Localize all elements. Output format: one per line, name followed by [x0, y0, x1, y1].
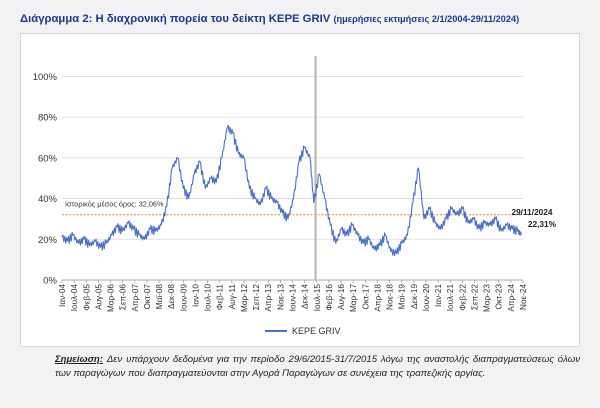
x-tick-label: Δεκ-14: [301, 284, 310, 309]
series-line-kepe-griv: [61, 124, 522, 257]
x-tick-label: Αυγ-11: [228, 284, 237, 310]
x-tick-label: Απρ-13: [264, 284, 273, 312]
chart-title-main: Διάγραμμα 2: Η διαχρονική πορεία του δεί…: [20, 13, 331, 25]
x-tick-label: Μαρ-12: [240, 284, 249, 312]
x-tick-label: Μαϊ-08: [155, 284, 164, 310]
x-tick-label: Φεβ-11: [216, 284, 225, 311]
x-tick-label: Οκτ-17: [361, 284, 370, 310]
x-tick-label: Ιουν-09: [179, 284, 188, 312]
x-tick-label: Νοε-24: [519, 284, 528, 310]
x-tick-label: Αυγ-16: [337, 284, 346, 310]
x-tick-label: Σεπ-22: [470, 284, 479, 311]
y-tick-label: 60%: [38, 153, 58, 164]
y-tick-label: 40%: [38, 194, 58, 205]
end-annotation-date: 29/11/2024: [511, 207, 552, 217]
x-tick-label: Νοε-13: [276, 284, 285, 310]
x-tick-label: Ιαν-10: [191, 284, 200, 307]
x-tick-label: Δεκ-08: [167, 284, 176, 309]
note-text: Δεν υπάρχουν δεδομένα για την περίοδο 29…: [55, 354, 581, 379]
x-tick-label: Απρ-24: [507, 284, 516, 312]
y-tick-label: 80%: [38, 113, 58, 124]
x-tick-label: Μαρ-23: [483, 284, 492, 312]
x-tick-label: Φεβ-16: [325, 284, 334, 311]
line-chart: 0%20%40%60%80%100%Ιαν-04 Ιουλ-04 Φεβ-05 Αυγ…: [33, 56, 557, 336]
x-tick-label: Απρ-18: [373, 284, 382, 312]
chart-title: Διάγραμμα 2: Η διαχρονική πορεία του δεί…: [20, 13, 590, 25]
y-tick-label: 0%: [43, 276, 57, 287]
x-tick-label: Νοε-18: [386, 284, 395, 310]
note-label: Σημείωση:: [55, 354, 103, 365]
x-tick-label: Απρ-07: [131, 284, 140, 312]
x-tick-label: Οκτ-07: [143, 284, 152, 310]
x-tick-label: Ιαν-04: [58, 284, 67, 307]
y-tick-label: 20%: [38, 235, 58, 246]
x-tick-label: Μαρ-06: [107, 284, 116, 312]
note-block: Σημείωση: Δεν υπάρχουν δεδομένα για την …: [55, 353, 580, 380]
x-tick-label: Σεπ-12: [252, 284, 261, 311]
x-tick-label: Ιουλ-15: [313, 284, 322, 312]
x-tick-label: Φεβ-05: [82, 284, 91, 311]
x-tick-label: Δεκ-19: [410, 284, 419, 309]
x-tick-label: Αυγ-05: [94, 284, 103, 310]
x-tick-label: Ιαν-21: [434, 284, 443, 307]
x-tick-label: Μαϊ-19: [398, 284, 407, 310]
legend-label: KEPE GRIV: [292, 326, 341, 336]
x-tick-label: Ιουλ-10: [204, 284, 213, 312]
x-tick-label: Ιουλ-21: [446, 284, 455, 312]
x-tick-label: Ιουν-20: [422, 284, 431, 312]
x-tick-label: Ιουλ-04: [70, 284, 79, 312]
x-tick-label: Οκτ-23: [495, 284, 504, 310]
x-tick-label: Φεβ-22: [458, 284, 467, 311]
x-tick-label: Ιουν-14: [289, 284, 298, 312]
end-annotation-value: 22,31%: [528, 219, 557, 229]
chart-title-sub: (ημερήσιες εκτιμήσεις 2/1/2004-29/11/202…: [333, 14, 520, 24]
x-tick-label: Μαρ-17: [349, 284, 358, 312]
y-tick-label: 100%: [33, 72, 58, 83]
plot-area-frame: [20, 33, 580, 347]
reference-line-label: Ιστορικός μέσος όρος: 32,06%: [65, 200, 164, 209]
x-tick-label: Σεπ-06: [119, 284, 128, 311]
